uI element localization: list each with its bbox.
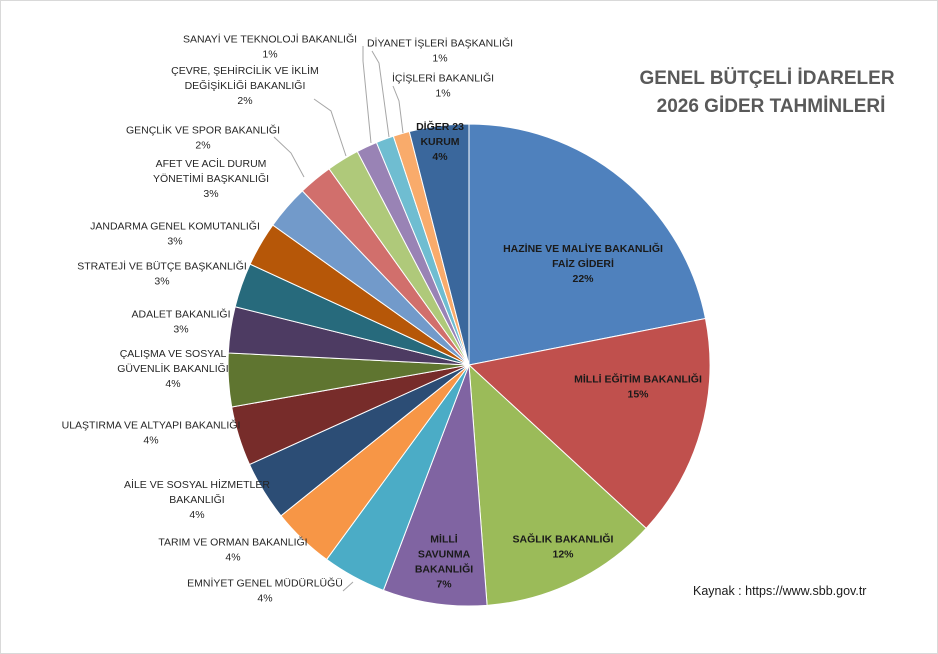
slice-name: SANAYİ VE TEKNOLOJİ BAKANLIĞI <box>183 33 357 46</box>
slice-name: AFET VE ACİL DURUM <box>156 157 267 170</box>
slice-percent: 3% <box>154 276 169 288</box>
slice-label: ULAŞTIRMA VE ALTYAPI BAKANLIĞI 4% <box>62 419 241 447</box>
slice-percent: 3% <box>173 324 188 336</box>
slice-percent: 12% <box>552 549 574 561</box>
slice-name: DİYANET İŞLERİ BAŞKANLIĞI <box>367 37 513 50</box>
slice-name: ADALET BAKANLIĞI <box>131 308 230 321</box>
slice-name: MİLLİ <box>430 533 457 546</box>
leader-lines <box>273 46 404 592</box>
leader-line <box>371 50 390 138</box>
slice-name: DİĞER 23 <box>416 120 464 133</box>
slice-name: TARIM VE ORMAN BAKANLIĞI <box>158 536 307 549</box>
slice-name: HAZİNE VE MALİYE BAKANLIĞI <box>503 242 663 255</box>
slice-percent: 1% <box>262 49 277 61</box>
slice-label: ÇALIŞMA VE SOSYAL GÜVENLİK BAKANLIĞI 4% <box>117 348 228 390</box>
slice-label: SANAYİ VE TEKNOLOJİ BAKANLIĞI 1% <box>183 33 357 61</box>
slice-label: İÇİŞLERİ BAKANLIĞI 1% <box>392 72 494 100</box>
slice-label: SAĞLIK BAKANLIĞI 12% <box>513 533 614 561</box>
slice-name: İÇİŞLERİ BAKANLIĞI <box>392 72 494 85</box>
slice-percent: 4% <box>165 378 180 390</box>
pie-slices <box>227 123 711 607</box>
slice-name: YÖNETİMİ BAŞKANLIĞI <box>153 172 269 185</box>
slice-percent: 3% <box>203 188 218 200</box>
slice-percent: 4% <box>189 509 204 521</box>
slice-name: ÇALIŞMA VE SOSYAL <box>120 348 227 360</box>
chart-title-line-1: GENEL BÜTÇELİ İDARELER <box>639 68 894 89</box>
slice-name: GENÇLİK VE SPOR BAKANLIĞI <box>126 124 280 137</box>
slice-label: DİĞER 23 KURUM 4% <box>416 120 464 163</box>
slice-label: STRATEJİ VE BÜTÇE BAŞKANLIĞI 3% <box>77 260 247 288</box>
chart-title-line-2: 2026 GİDER TAHMİNLERİ <box>657 96 886 117</box>
slice-percent: 3% <box>167 236 182 248</box>
slice-name: GÜVENLİK BAKANLIĞI <box>117 362 228 375</box>
leader-line <box>313 98 347 157</box>
slice-name: JANDARMA GENEL KOMUTANLIĞI <box>90 220 260 233</box>
slice-percent: 4% <box>257 593 272 605</box>
slice-percent: 15% <box>627 389 649 401</box>
leader-line <box>362 46 372 144</box>
slice-label: MİLLİ EĞİTİM BAKANLIĞI 15% <box>574 373 702 401</box>
slice-percent: 7% <box>436 579 452 591</box>
slice-percent: 2% <box>195 140 210 152</box>
pie-slice <box>468 123 707 366</box>
slice-name: DEĞİŞİKLİĞİ BAKANLIĞI <box>185 79 306 92</box>
slice-label: DİYANET İŞLERİ BAŞKANLIĞI 1% <box>367 37 513 65</box>
slice-percent: 4% <box>432 151 448 163</box>
slice-name: BAKANLIĞI <box>415 563 473 576</box>
slice-name: ÇEVRE, ŞEHİRCİLİK VE İKLİM <box>171 64 319 77</box>
leader-line <box>392 85 404 134</box>
slice-name: AİLE VE SOSYAL HİZMETLER <box>124 478 270 491</box>
leader-line <box>342 581 354 592</box>
slice-name: BAKANLIĞI <box>169 493 224 506</box>
slice-label: ÇEVRE, ŞEHİRCİLİK VE İKLİM DEĞİŞİKLİĞİ BA… <box>171 64 319 107</box>
slice-percent: 4% <box>225 552 240 564</box>
pie-slice <box>467 317 711 530</box>
pie-slice <box>408 123 470 366</box>
slice-percent: 2% <box>237 95 252 107</box>
slice-label: AİLE VE SOSYAL HİZMETLER BAKANLIĞI 4% <box>124 478 270 521</box>
slice-label: ADALET BAKANLIĞI 3% <box>131 308 230 336</box>
slice-label: JANDARMA GENEL KOMUTANLIĞI 3% <box>90 220 260 248</box>
slice-name: SAVUNMA <box>418 549 471 561</box>
slice-name: ULAŞTIRMA VE ALTYAPI BAKANLIĞI <box>62 419 241 432</box>
slice-name: EMNİYET GENEL MÜDÜRLÜĞÜ <box>187 577 343 590</box>
slice-name: FAİZ GİDERİ <box>552 257 614 270</box>
slice-label: HAZİNE VE MALİYE BAKANLIĞI FAİZ GİDERİ 22% <box>503 242 663 285</box>
pie-slice <box>382 364 488 607</box>
slice-name: STRATEJİ VE BÜTÇE BAŞKANLIĞI <box>77 260 247 273</box>
slice-percent: 22% <box>572 273 594 285</box>
slice-name: SAĞLIK BAKANLIĞI <box>513 533 614 546</box>
slice-percent: 1% <box>435 88 450 100</box>
slice-name: KURUM <box>420 136 459 148</box>
slice-label: TARIM VE ORMAN BAKANLIĞI 4% <box>158 536 307 564</box>
slice-label: AFET VE ACİL DURUM YÖNETİMİ BAŞKANLIĞI 3% <box>153 157 269 200</box>
slice-percent: 1% <box>432 53 447 65</box>
slice-label: EMNİYET GENEL MÜDÜRLÜĞÜ 4% <box>187 577 343 605</box>
slice-labels: HAZİNE VE MALİYE BAKANLIĞI FAİZ GİDERİ 22%… <box>62 33 702 605</box>
slice-percent: 4% <box>143 435 158 447</box>
slice-label: MİLLİ SAVUNMA BAKANLIĞI 7% <box>415 533 473 591</box>
slice-name: MİLLİ EĞİTİM BAKANLIĞI <box>574 373 702 386</box>
leader-line <box>273 136 305 178</box>
slice-label: GENÇLİK VE SPOR BAKANLIĞI 2% <box>126 124 280 152</box>
source-note: Kaynak : https://www.sbb.gov.tr <box>693 584 866 598</box>
pie-slice <box>468 363 647 606</box>
